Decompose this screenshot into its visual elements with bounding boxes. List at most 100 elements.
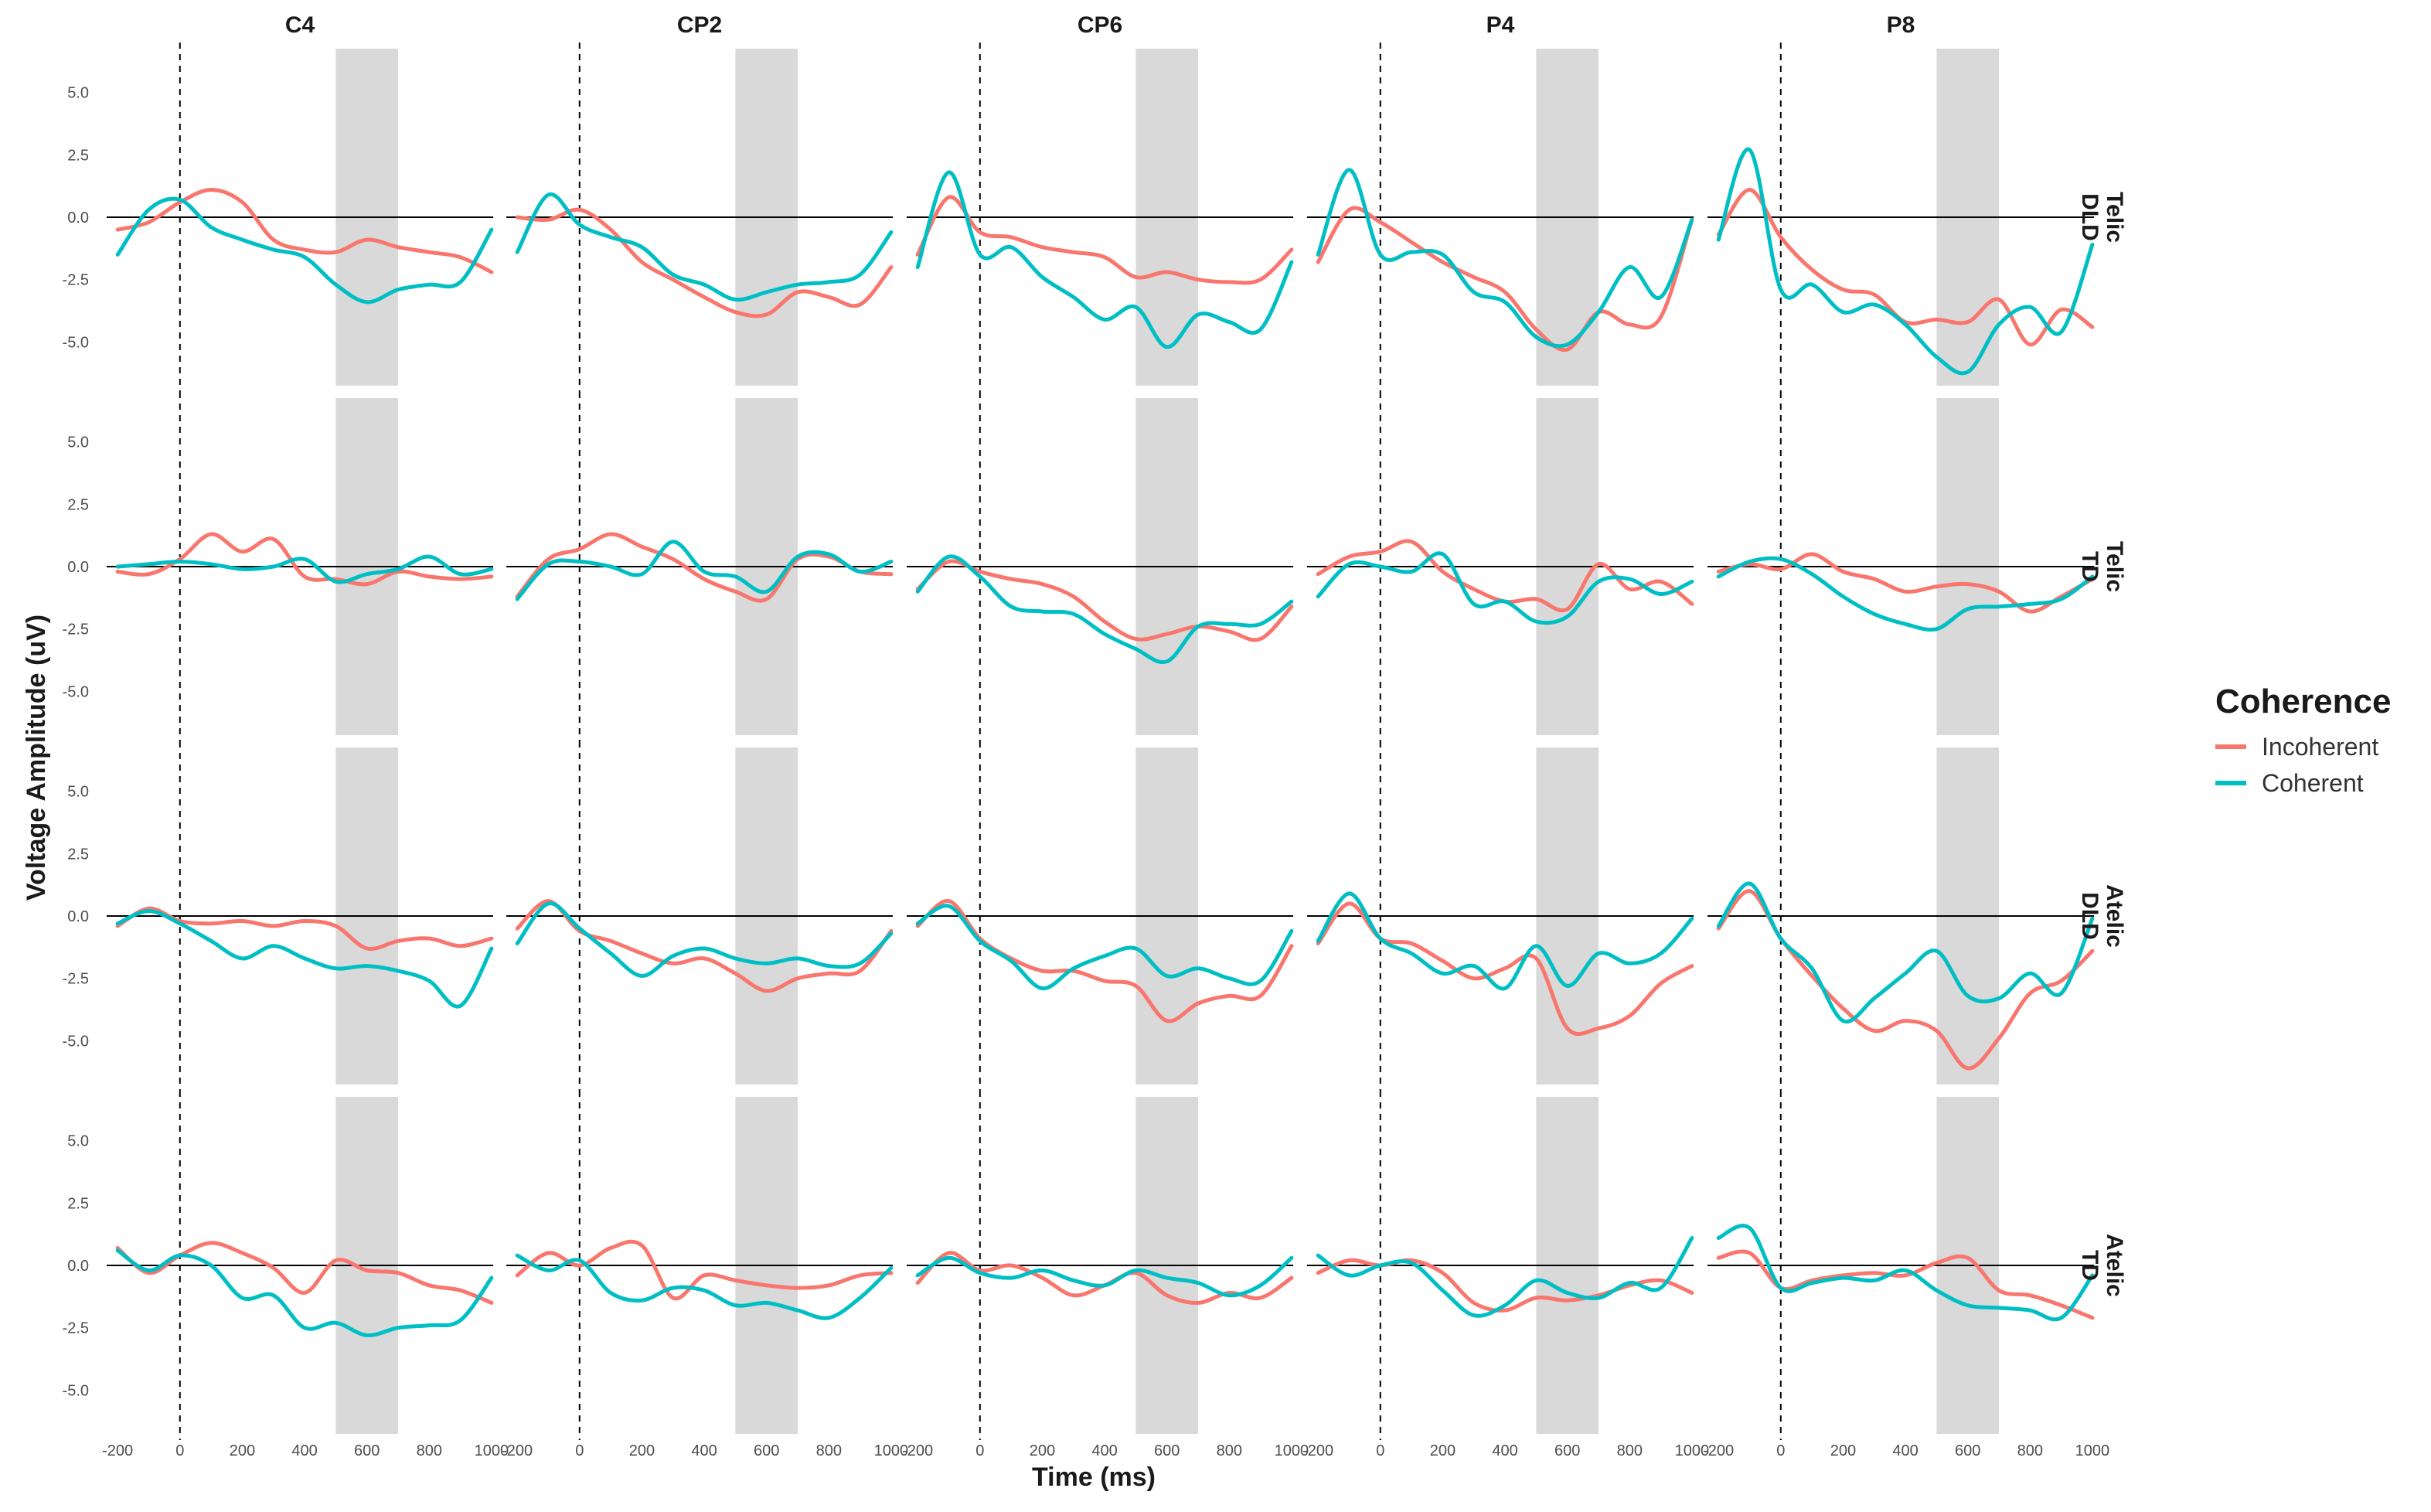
y-tick-label: -2.5 (63, 621, 89, 639)
column-title-c4: C4 (285, 12, 315, 38)
series-line-incoherent (1316, 206, 1694, 352)
series-line-incoherent (1716, 552, 2095, 614)
x-tick-label: -200 (502, 1442, 533, 1459)
y-tick-label: 0.0 (67, 209, 89, 226)
row-title-top: Atelic (2102, 1234, 2127, 1297)
column-title-cp6: CP6 (1078, 12, 1122, 38)
x-tick-label: 1000 (1675, 1442, 1710, 1459)
x-tick-label: 1000 (475, 1442, 509, 1459)
x-axis-title: Time (ms) (1032, 1463, 1156, 1492)
panel-p8-atelic-td (1707, 1091, 2095, 1440)
x-tick-label: 600 (1154, 1442, 1180, 1459)
y-tick-label: 0.0 (67, 559, 89, 576)
legend-label-coherent: Coherent (2262, 769, 2364, 797)
y-tick-label: 5.0 (67, 85, 89, 102)
y-tick-label: -5.0 (63, 334, 89, 351)
x-tick-label: 0 (975, 1442, 984, 1459)
panel-p4-atelic-td (1307, 1091, 1694, 1440)
x-tick-label: 800 (2017, 1442, 2043, 1459)
legend-label-incoherent: Incoherent (2262, 733, 2378, 761)
series-line-incoherent (515, 207, 894, 318)
series-line-coherent (515, 901, 894, 978)
series-line-coherent (1716, 556, 2095, 632)
x-tick-label: 600 (1554, 1442, 1580, 1459)
series-line-incoherent (515, 899, 894, 993)
y-tick-label: -2.5 (63, 971, 89, 988)
series-line-incoherent (1716, 889, 2095, 1071)
row-title-bottom: TD (2077, 1250, 2102, 1281)
y-tick-label: 5.0 (67, 434, 89, 451)
x-tick-label: 200 (1430, 1442, 1456, 1459)
legend: Coherence Incoherent Coherent (2215, 683, 2391, 797)
y-tick-label: 5.0 (67, 784, 89, 801)
x-tick-label: -200 (1703, 1442, 1734, 1459)
x-tick-label: 1000 (1275, 1442, 1309, 1459)
panel-p8-atelic-dld (1707, 741, 2095, 1091)
series-line-coherent (915, 904, 1294, 991)
x-tick-label: 600 (1955, 1442, 1980, 1459)
series-line-coherent (115, 909, 494, 1009)
column-titles: C4 CP2 CP6 P4 P8 (285, 12, 1915, 38)
row-title-top: Telic (2102, 192, 2127, 243)
x-tick-label: 200 (629, 1442, 655, 1459)
series-line-coherent (1716, 1224, 2095, 1322)
x-tick-label: 400 (1492, 1442, 1517, 1459)
series-line-incoherent (115, 188, 494, 274)
x-tick-label: 400 (291, 1442, 317, 1459)
series-line-coherent (915, 554, 1294, 665)
panel-cp2-telic-td (506, 392, 894, 741)
panel-p8-telic-dld (1707, 43, 2095, 392)
row-title-bottom: TD (2077, 551, 2102, 582)
panel-c4-telic-td (107, 392, 494, 741)
panel-cp6-atelic-td (907, 1091, 1294, 1440)
column-title-cp2: CP2 (677, 12, 722, 38)
series-line-coherent (515, 1253, 894, 1320)
y-tick-label: -5.0 (63, 683, 89, 700)
x-tick-label: 0 (175, 1442, 184, 1459)
x-tick-label: 800 (816, 1442, 842, 1459)
legend-title: Coherence (2215, 683, 2391, 720)
x-tick-label: 400 (1091, 1442, 1117, 1459)
series-line-coherent (1316, 551, 1694, 625)
panel-p8-telic-td (1707, 392, 2095, 741)
column-title-p4: P4 (1486, 12, 1515, 38)
series-line-coherent (1716, 881, 2095, 1024)
series-line-incoherent (1716, 1249, 2095, 1320)
x-tick-label: 200 (230, 1442, 255, 1459)
y-tick-label: -5.0 (63, 1033, 89, 1050)
x-tick-label: -200 (902, 1442, 933, 1459)
panel-cp2-atelic-td (506, 1091, 894, 1440)
x-tick-label: 800 (1217, 1442, 1242, 1459)
panel-cp2-telic-dld (506, 43, 894, 392)
series-line-coherent (115, 196, 494, 305)
series-line-incoherent (915, 195, 1294, 285)
y-tick-label: 2.5 (67, 1195, 89, 1212)
panel-cp6-atelic-dld (907, 741, 1294, 1091)
x-tick-label: 1000 (2075, 1442, 2110, 1459)
row-title-top: Telic (2102, 541, 2127, 592)
series-line-coherent (515, 540, 894, 601)
series-line-coherent (115, 554, 494, 584)
x-tick-label: 400 (691, 1442, 717, 1459)
x-tick-label: 0 (1376, 1442, 1384, 1459)
series-line-coherent (1316, 1236, 1694, 1318)
y-tick-label: -2.5 (63, 272, 89, 289)
x-tick-label: 400 (1892, 1442, 1918, 1459)
series-line-incoherent (915, 559, 1294, 642)
series-line-coherent (1716, 147, 2095, 376)
x-tick-label: 600 (354, 1442, 380, 1459)
panel-c4-atelic-dld (107, 741, 494, 1091)
panel-c4-telic-dld (107, 43, 494, 392)
series-line-incoherent (115, 906, 494, 952)
x-tick-label: 600 (754, 1442, 779, 1459)
panel-p4-telic-dld (1307, 43, 1694, 392)
y-tick-label: 0.0 (67, 908, 89, 925)
y-tick-label: 2.5 (67, 846, 89, 863)
series-line-incoherent (915, 899, 1294, 1023)
x-tick-label: 800 (1617, 1442, 1643, 1459)
